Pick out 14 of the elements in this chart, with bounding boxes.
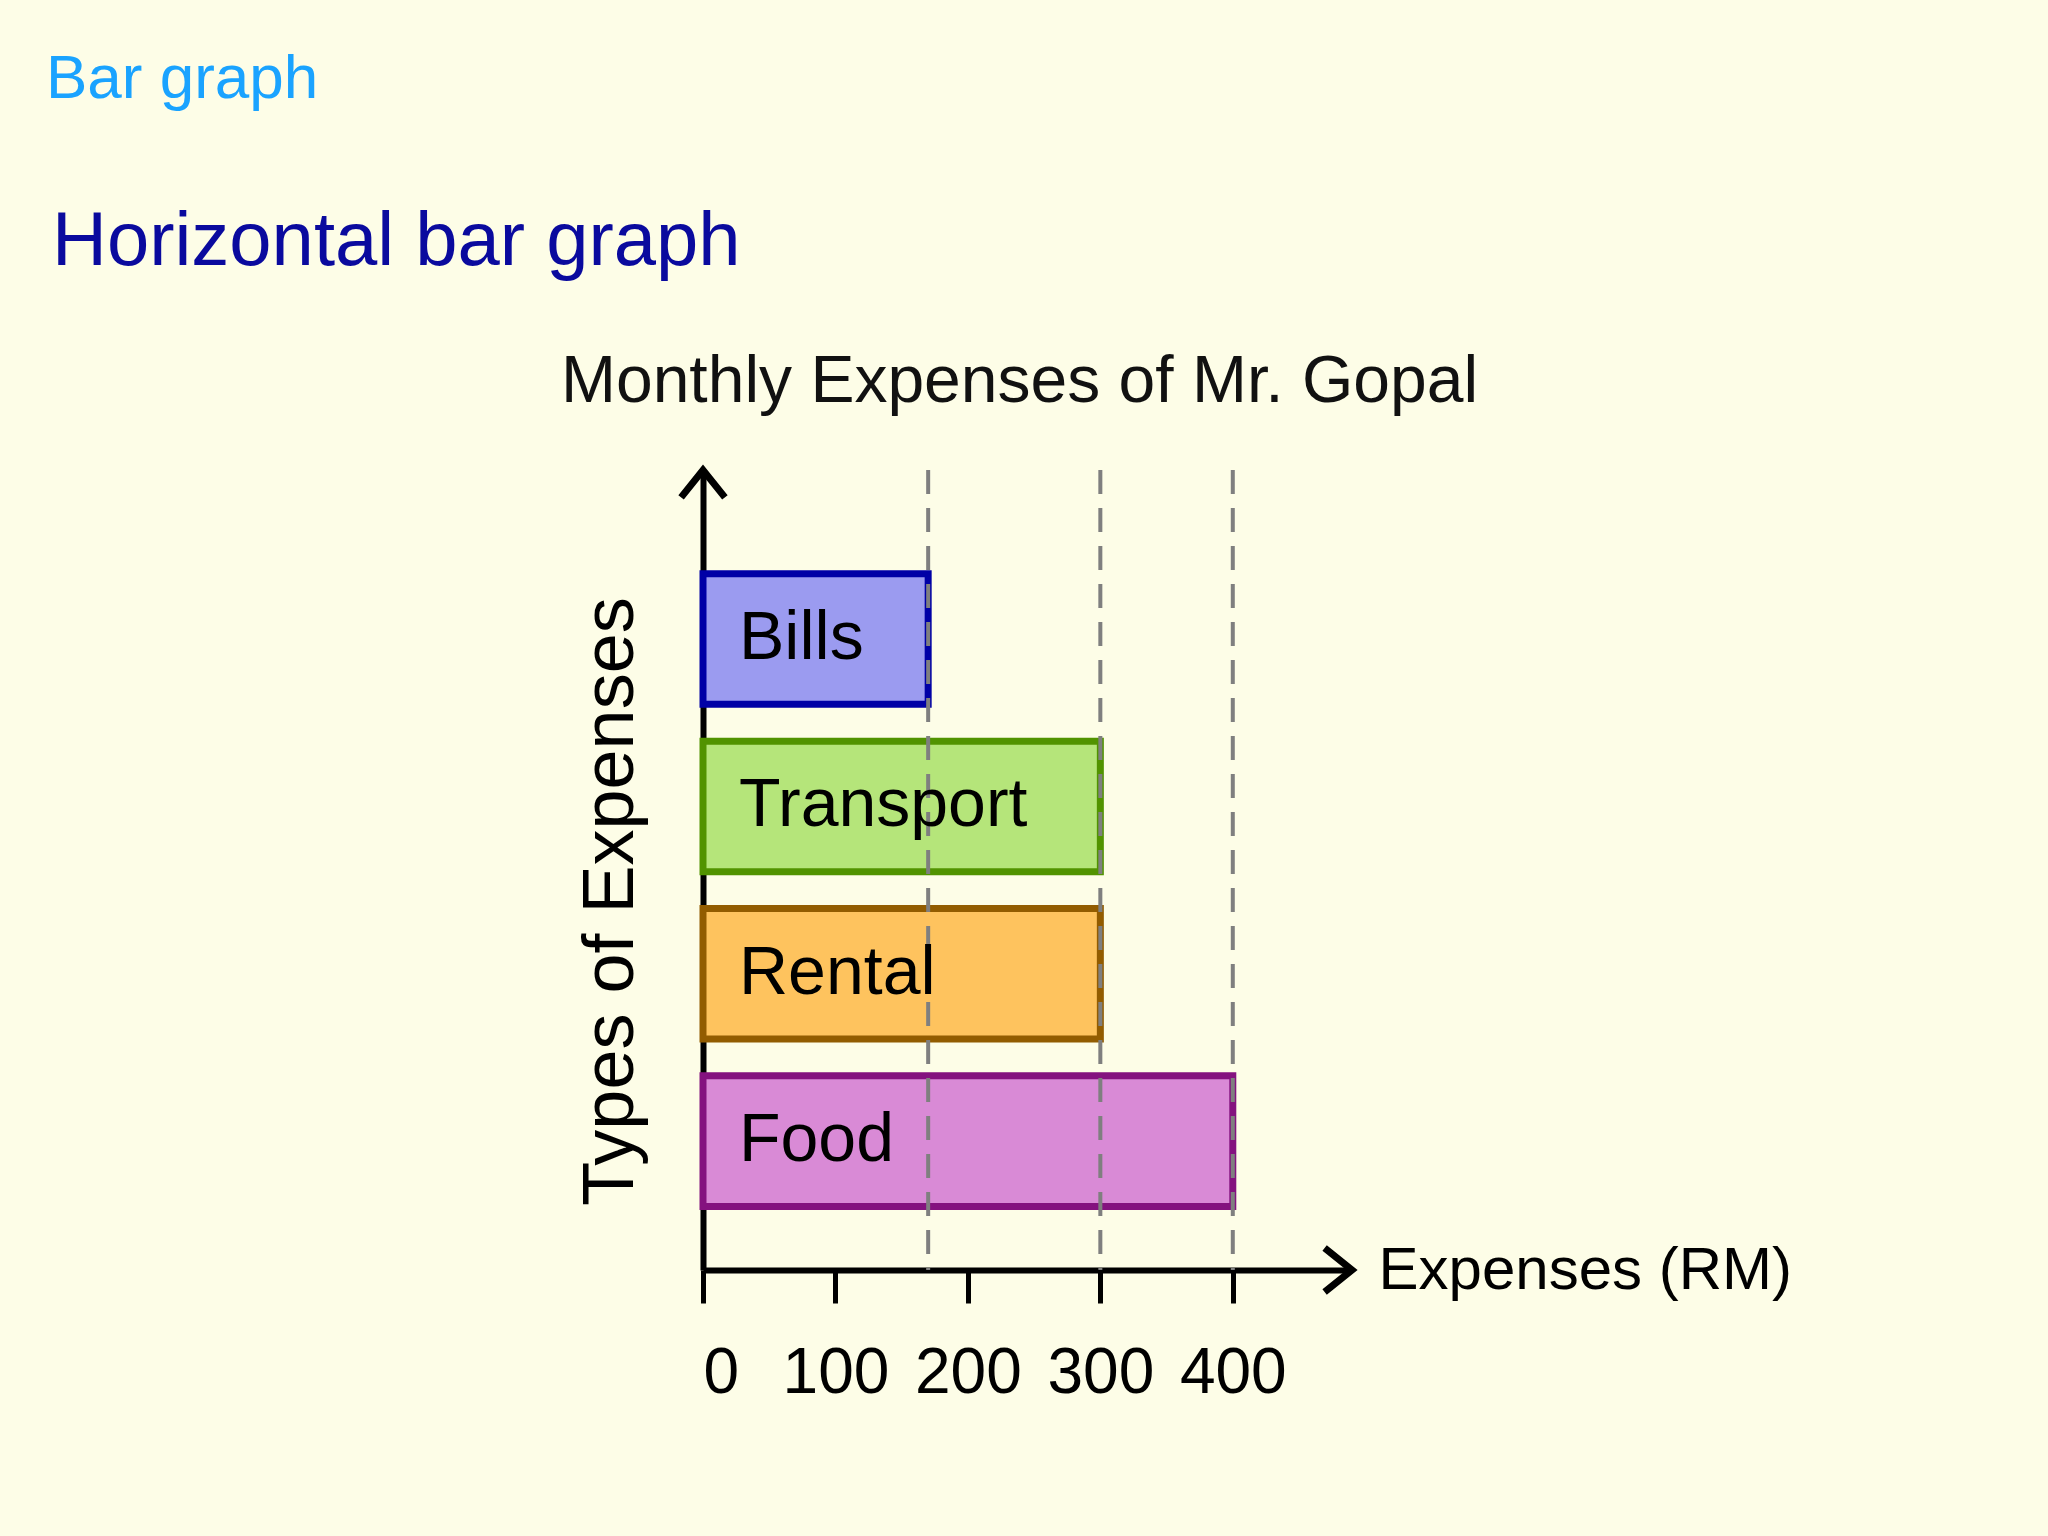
text: Bar graph	[46, 42, 319, 111]
x-tick-label: 100	[782, 1334, 890, 1407]
x-tick-label: 200	[915, 1334, 1022, 1407]
y-tick-label: Rental	[739, 931, 936, 1008]
y-tick-label: Bills	[739, 597, 864, 674]
chart-title: Monthly Expenses of Mr. Gopal	[560, 342, 1479, 416]
y-tick-label: Food	[739, 1099, 894, 1176]
x-tick-label: 0	[703, 1334, 740, 1407]
text: Horizontal bar graph	[52, 196, 741, 281]
x-axis-title: Expenses (RM)	[1378, 1234, 1792, 1302]
x-tick-label: 400	[1179, 1334, 1287, 1407]
x-tick-label: 300	[1047, 1334, 1155, 1407]
y-axis-title: Types of Expenses	[567, 597, 648, 1206]
y-tick-label: Transport	[739, 764, 1028, 841]
